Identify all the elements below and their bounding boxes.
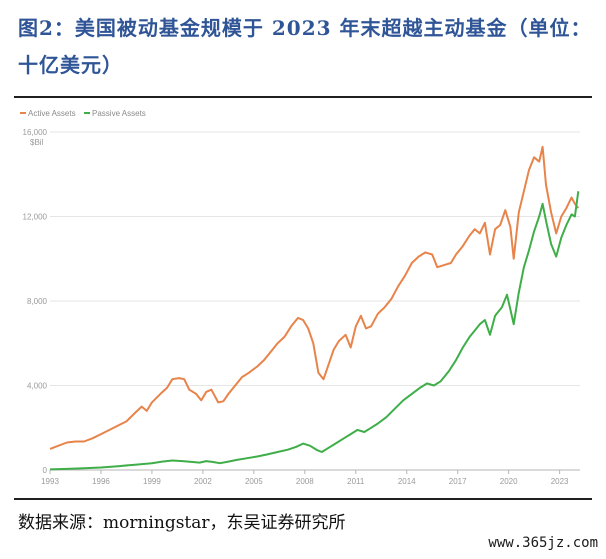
y-tick-labels: 0 4,000 8,000 12,000 16,000 <box>23 128 48 475</box>
x-tick-label: 1996 <box>92 477 110 486</box>
watermark: www.365jz.com <box>488 535 598 551</box>
x-tick-label: 2020 <box>500 477 518 486</box>
x-tick-label: 2008 <box>296 477 314 486</box>
y-unit-label: $Bil <box>30 138 44 147</box>
x-tick-label: 1999 <box>143 477 161 486</box>
x-tick-label: 2023 <box>551 477 569 486</box>
series-line-active <box>49 145 580 450</box>
x-tick-label: 2002 <box>194 477 212 486</box>
gridlines <box>50 131 580 471</box>
legend-label-passive: Passive Assets <box>92 109 146 118</box>
y-tick-label: 16,000 <box>23 128 48 137</box>
legend: Active Assets Passive Assets <box>20 109 146 118</box>
x-tick-label: 1993 <box>41 477 59 486</box>
x-tick-label: 2014 <box>398 477 416 486</box>
x-tick-label: 2005 <box>245 477 263 486</box>
y-tick-label: 0 <box>43 466 48 475</box>
legend-label-active: Active Assets <box>28 109 76 118</box>
y-tick-label: 4,000 <box>27 382 48 391</box>
source-note: 数据来源：morningstar，东吴证券研究所 <box>18 513 346 533</box>
chart-container: Active Assets Passive Assets $Bil 0 4,000… <box>14 100 592 496</box>
x-tick-label: 2011 <box>347 477 365 486</box>
line-chart: Active Assets Passive Assets $Bil 0 4,000… <box>20 109 580 486</box>
series-lines <box>49 145 580 471</box>
top-rule <box>14 96 592 98</box>
figure-title: 图2：美国被动基金规模于 2023 年末超越主动基金（单位：十亿美元） <box>18 16 592 77</box>
y-tick-label: 12,000 <box>23 213 48 222</box>
x-tick-labels: 1993 1996 1999 2002 2005 2008 2011 2014 2017 2020… <box>41 470 569 486</box>
series-line-passive <box>49 191 580 471</box>
y-tick-label: 8,000 <box>27 297 48 306</box>
x-tick-label: 2017 <box>449 477 467 486</box>
bottom-rule <box>14 498 592 500</box>
